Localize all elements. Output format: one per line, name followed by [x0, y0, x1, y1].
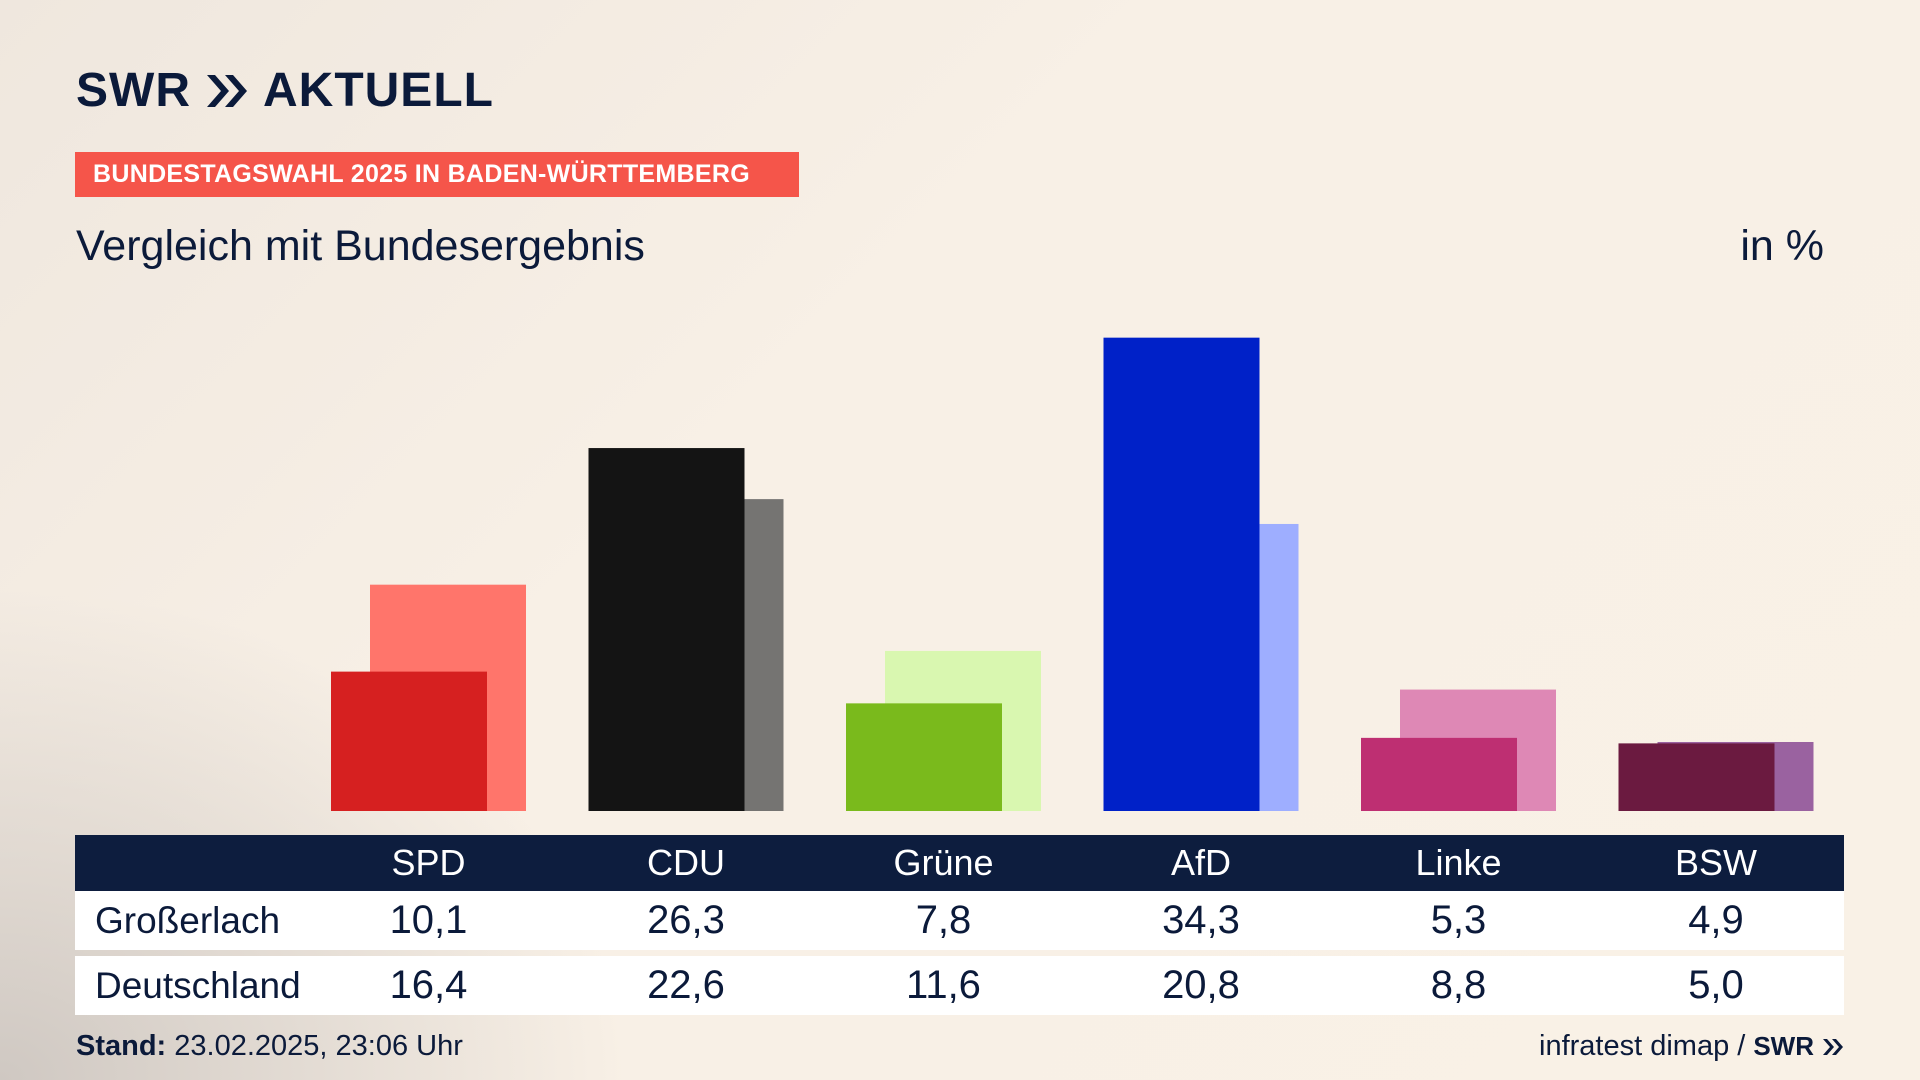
header-afd: AfD [1170, 842, 1231, 883]
swr-aktuell-logo: SWR AKTUELL [76, 66, 494, 116]
table-header: SPD CDU Grüne AfD Linke BSW [75, 835, 1844, 891]
cell-bsw: 5,0 [1688, 963, 1744, 1007]
unit-label: in % [1740, 222, 1824, 270]
cell-grüne: 11,6 [906, 963, 981, 1007]
bar-grosserlach-bsw [1618, 743, 1775, 811]
bar-grosserlach-grüne [846, 703, 1002, 811]
results-table: SPD CDU Grüne AfD Linke BSW Großerlach 10,1 26… [75, 835, 1844, 1015]
double-chevron-icon [206, 75, 247, 107]
row-label: Deutschland [95, 964, 301, 1006]
swr-small-logo: SWR [1753, 1031, 1814, 1061]
timestamp: Stand: 23.02.2025, 23:06 Uhr [76, 1030, 463, 1063]
stand-value: 23.02.2025, 23:06 Uhr [174, 1030, 463, 1062]
source-credit: infratest dimap / SWR [1539, 1030, 1844, 1063]
cell-spd: 10,1 [389, 898, 468, 942]
election-badge: BUNDESTAGSWAHL 2025 IN BADEN-WÜRTTEMBERG [75, 152, 799, 197]
cell-grüne: 7,8 [915, 898, 972, 942]
chart-subtitle: Vergleich mit Bundesergebnis [76, 222, 645, 270]
cell-cdu: 22,6 [647, 963, 725, 1007]
bar-grosserlach-afd [1103, 337, 1260, 811]
header-spd: SPD [391, 842, 466, 883]
bar-grosserlach-linke [1361, 737, 1517, 811]
double-chevron-icon [1823, 1038, 1843, 1055]
cell-linke: 8,8 [1430, 963, 1487, 1007]
header-cdu: CDU [647, 842, 725, 883]
table-row-grosserlach: Großerlach 10,1 26,3 7,8 34,3 5,3 4,9 [75, 891, 1844, 950]
header-bsw: BSW [1674, 842, 1757, 883]
cell-bsw: 4,9 [1688, 898, 1744, 942]
cell-afd: 34,3 [1162, 898, 1240, 942]
row-label: Großerlach [95, 899, 281, 941]
logo-swr-text: SWR [76, 64, 191, 117]
table-row-deutschland: Deutschland 16,4 22,6 11,6 20,8 8,8 5,0 [75, 956, 1844, 1015]
header-linke: Linke [1415, 842, 1502, 883]
cell-linke: 5,3 [1430, 898, 1487, 942]
bar-grosserlach-cdu [588, 448, 745, 811]
bar-grosserlach-spd [331, 671, 487, 811]
cell-afd: 20,8 [1162, 963, 1240, 1007]
header-grüne: Grüne [893, 842, 994, 883]
source-text: infratest dimap / [1539, 1030, 1746, 1062]
stand-label: Stand: [76, 1030, 167, 1062]
logo-aktuell-text: AKTUELL [262, 64, 494, 117]
cell-cdu: 26,3 [647, 898, 725, 942]
cell-spd: 16,4 [389, 963, 468, 1007]
